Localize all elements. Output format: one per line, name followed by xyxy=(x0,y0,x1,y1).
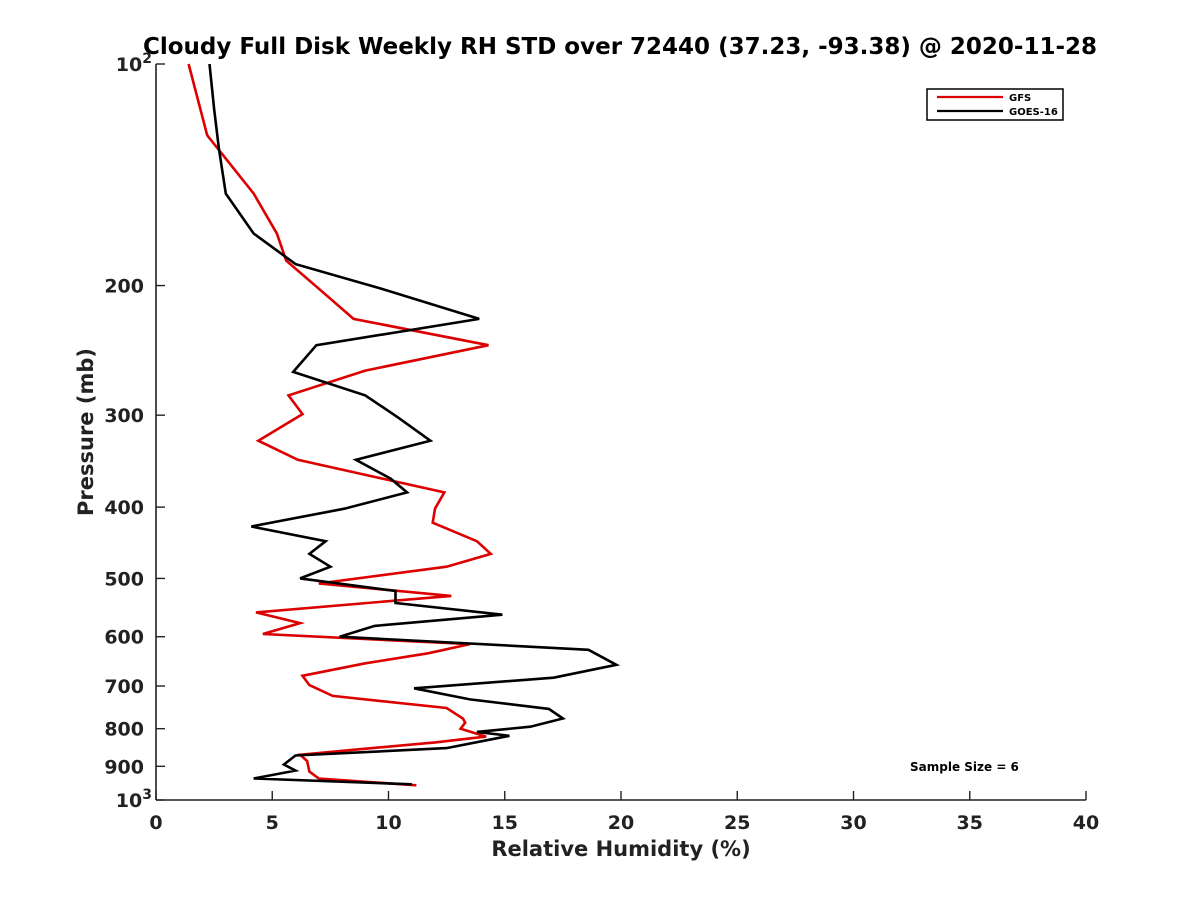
y-axis-label: Pressure (mb) xyxy=(74,348,98,516)
legend: GFS GOES-16 xyxy=(926,88,1064,121)
y-ticks: 102 200 300 400 500 600 700 800 900 103 xyxy=(104,51,165,812)
y-tick-label: 400 xyxy=(104,497,144,519)
chart-title: Cloudy Full Disk Weekly RH STD over 7244… xyxy=(143,34,1097,60)
x-tick-label: 35 xyxy=(957,812,983,834)
y-tick-label: 900 xyxy=(104,756,144,778)
x-tick-label: 20 xyxy=(608,812,634,834)
y-tick-label: 103 xyxy=(116,787,152,812)
x-axis-label: Relative Humidity (%) xyxy=(491,837,750,861)
x-tick-label: 15 xyxy=(492,812,518,834)
y-tick-label: 102 xyxy=(116,51,152,76)
series-layer xyxy=(187,63,621,787)
plot-area: 0 5 10 15 20 25 30 35 40 102 200 300 400 500 600 700 80… xyxy=(104,51,1099,834)
legend-box xyxy=(926,88,1064,121)
x-tick-label: 40 xyxy=(1073,812,1099,834)
x-tick-label: 25 xyxy=(724,812,750,834)
sample-size-annotation: Sample Size = 6 xyxy=(910,760,1019,774)
x-tick-label: 10 xyxy=(375,812,401,834)
x-tick-label: 30 xyxy=(840,812,866,834)
y-tick-label: 200 xyxy=(104,276,144,298)
legend-label-gfs: GFS xyxy=(1009,93,1031,104)
x-tick-label: 5 xyxy=(266,812,279,834)
y-tick-label: 600 xyxy=(104,627,144,649)
y-tick-label: 700 xyxy=(104,676,144,698)
y-tick-label: 500 xyxy=(104,568,144,590)
series-line-goes16 xyxy=(208,63,621,786)
y-tick-label: 800 xyxy=(104,719,144,741)
x-tick-label: 0 xyxy=(149,812,162,834)
legend-label-goes16: GOES-16 xyxy=(1009,107,1058,118)
series-line-gfs xyxy=(187,63,494,787)
y-tick-label: 300 xyxy=(104,405,144,427)
x-ticks: 0 5 10 15 20 25 30 35 40 xyxy=(149,791,1099,834)
